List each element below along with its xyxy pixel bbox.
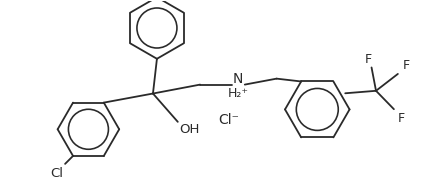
Text: Cl: Cl [50,167,63,180]
Text: N: N [232,72,243,86]
Text: F: F [364,53,371,66]
Text: F: F [402,59,409,73]
Text: Cl⁻: Cl⁻ [217,113,238,127]
Text: F: F [396,112,404,125]
Text: H₂⁺: H₂⁺ [227,87,248,100]
Text: OH: OH [179,123,199,136]
